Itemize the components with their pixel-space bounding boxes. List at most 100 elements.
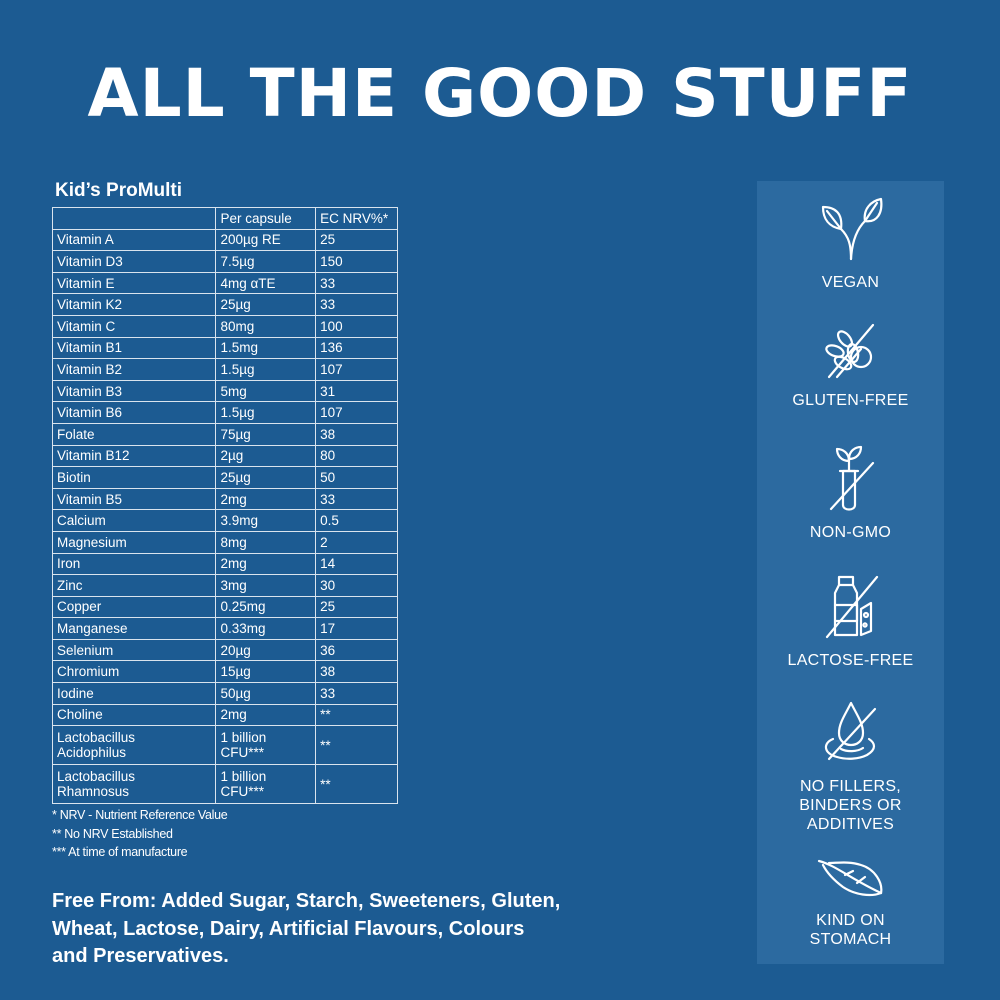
- nutrient-name: Folate: [51, 422, 217, 446]
- table-header-per-capsule: Per capsule: [215, 207, 317, 230]
- nutrient-name: Vitamin B5: [51, 487, 217, 511]
- nutrient-name: Lactobacillus Rhamnosus: [51, 764, 217, 805]
- nutrient-name-line: Acidophilus: [57, 745, 127, 761]
- nutrient-amount: 7.5µg: [215, 250, 317, 273]
- nutrient-name: Vitamin B2: [51, 358, 217, 381]
- nutrient-nrv: 33: [315, 271, 398, 295]
- table-header-row: Per capsule EC NRV%*: [51, 207, 398, 230]
- nutrient-amount: 2mg: [215, 552, 317, 576]
- nutrient-amount: 4mg αTE: [215, 271, 317, 295]
- nutrient-nrv: 107: [315, 358, 398, 381]
- nutrient-name: Vitamin B3: [51, 379, 217, 403]
- nutrient-name: Chromium: [51, 660, 217, 684]
- badge-label: BINDERS OR: [799, 797, 902, 814]
- badge-label: NON-GMO: [809, 524, 892, 541]
- nutrient-name: Biotin: [51, 466, 217, 489]
- nutrient-nrv: 31: [315, 379, 398, 403]
- nutrient-nrv: 14: [315, 552, 398, 576]
- table-row: Magnesium 8mg 2: [51, 530, 398, 554]
- nutrient-amount: 5mg: [215, 379, 317, 403]
- table-row: Vitamin B12 2µg 80: [51, 444, 398, 468]
- nutrient-name: Magnesium: [51, 530, 217, 554]
- badge-non-gmo: NON-GMO: [757, 443, 944, 542]
- nutrient-name: Vitamin B12: [51, 444, 217, 468]
- nutrient-amount: 50µg: [215, 682, 317, 705]
- nutrient-amount: 1.5mg: [215, 336, 317, 360]
- nutrient-nrv: 33: [315, 682, 398, 705]
- table-row: Vitamin C 80mg 100: [51, 314, 398, 338]
- nutrient-name: Vitamin D3: [51, 250, 217, 273]
- nutrient-nrv: 30: [315, 574, 398, 597]
- badge-label: STOMACH: [809, 931, 892, 948]
- nutrient-name: Iodine: [51, 682, 217, 705]
- nutrient-nrv: **: [315, 703, 398, 727]
- nutrient-nrv: 17: [315, 617, 398, 640]
- badge-label: KIND ON: [816, 912, 885, 929]
- badge-label: ADDITIVES: [806, 816, 895, 833]
- free-from-statement: Free From: Added Sugar, Starch, Sweetene…: [52, 888, 662, 971]
- table-row: Calcium 3.9mg 0.5: [51, 509, 398, 532]
- nutrient-amount: 3mg: [215, 574, 317, 597]
- nutrient-amount: 200µg RE: [215, 228, 317, 252]
- free-from-line: Free From: Added Sugar, Starch, Sweetene…: [52, 890, 561, 912]
- table-row: Vitamin B5 2mg 33: [51, 487, 398, 511]
- free-from-line: and Preservatives.: [52, 945, 229, 967]
- nutrient-amount: 20µg: [215, 638, 317, 662]
- nutrient-name: Choline: [51, 703, 217, 727]
- table-header-nrv: EC NRV%*: [315, 207, 398, 230]
- table-row: Choline 2mg **: [51, 703, 398, 727]
- table-row: Selenium 20µg 36: [51, 638, 398, 662]
- nutrient-amount: 15µg: [215, 660, 317, 684]
- table-row: Lactobacillus Acidophilus 1 billion CFU***…: [51, 725, 398, 766]
- nutrient-amount-line: 1 billion: [220, 730, 267, 746]
- table-row: Vitamin D3 7.5µg 150: [51, 250, 398, 273]
- table-row: Copper 0.25mg 25: [51, 595, 398, 619]
- droplet-crossed-icon: [824, 701, 876, 761]
- nutrient-nrv: 25: [315, 595, 398, 619]
- nutrient-amount: 25µg: [215, 466, 317, 489]
- table-row: Iodine 50µg 33: [51, 682, 398, 705]
- nutrient-amount: 3.9mg: [215, 509, 317, 532]
- table-row: Vitamin B1 1.5mg 136: [51, 336, 398, 360]
- nutrient-nrv: 100: [315, 314, 398, 338]
- nutrient-amount: 2mg: [215, 487, 317, 511]
- table-row: Vitamin A 200µg RE 25: [51, 228, 398, 252]
- nutrient-nrv: 2: [315, 530, 398, 554]
- nutrient-name: Calcium: [51, 509, 217, 532]
- nutrient-name: Manganese: [51, 617, 217, 640]
- nutrient-amount: 2µg: [215, 444, 317, 468]
- leaf-icon: [821, 197, 882, 261]
- nutrient-amount: 1 billion CFU***: [215, 725, 317, 766]
- test-tube-plant-crossed-icon: [829, 445, 874, 511]
- nutrient-name: Iron: [51, 552, 217, 576]
- nutrient-amount: 2mg: [215, 703, 317, 727]
- milk-bottle-cheese-crossed-icon: [825, 575, 878, 639]
- table-row: Manganese 0.33mg 17: [51, 617, 398, 640]
- badge-label: VEGAN: [821, 274, 880, 291]
- nutrient-name-line: Lactobacillus: [57, 769, 136, 785]
- nutrient-amount: 0.25mg: [215, 595, 317, 619]
- nutrient-name: Zinc: [51, 574, 217, 597]
- nutrient-nrv: 150: [315, 250, 398, 273]
- table-row: Vitamin B3 5mg 31: [51, 379, 398, 403]
- nutrient-amount: 75µg: [215, 422, 317, 446]
- nutrition-table: Per capsule EC NRV%* Vitamin A 200µg RE 25…: [51, 207, 398, 805]
- table-row: Vitamin E 4mg αTE 33: [51, 271, 398, 295]
- nutrient-nrv: 0.5: [315, 509, 398, 532]
- badge-label: GLUTEN-FREE: [792, 392, 909, 409]
- footnote-no-nrv: ** No NRV Established: [52, 826, 173, 841]
- badge-kind-on-stomach: KIND ON STOMACH: [757, 853, 944, 949]
- nutrient-nrv: 107: [315, 401, 398, 424]
- free-from-line: Wheat, Lactose, Dairy, Artificial Flavou…: [52, 917, 525, 940]
- nutrient-nrv: 80: [315, 444, 398, 468]
- nutrient-amount-line: CFU***: [220, 745, 264, 761]
- footnote-manufacture: *** At time of manufacture: [52, 845, 188, 859]
- table-row: Vitamin K2 25µg 33: [51, 293, 398, 316]
- badge-label: LACTOSE-FREE: [787, 652, 914, 669]
- nutrient-nrv: 33: [315, 487, 398, 511]
- nutrient-nrv: 25: [315, 228, 398, 252]
- table-row: Vitamin B2 1.5µg 107: [51, 358, 398, 381]
- nutrient-amount-line: 1 billion: [220, 769, 267, 785]
- nutrient-nrv: 38: [315, 422, 398, 446]
- badge-no-fillers: NO FILLERS, BINDERS OR ADDITIVES: [757, 697, 944, 834]
